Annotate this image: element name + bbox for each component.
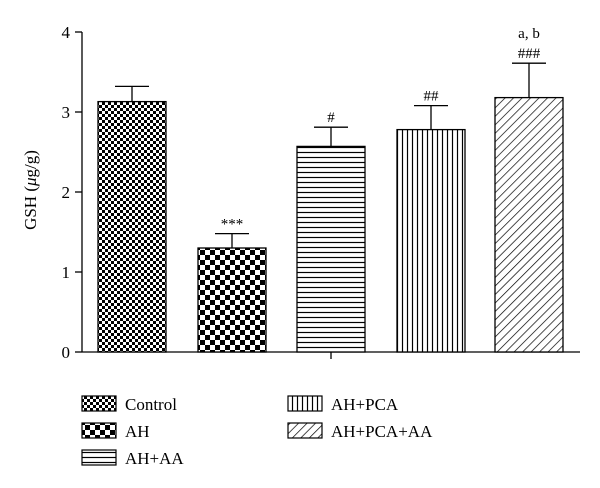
bar-ah-aa (296, 145, 366, 353)
y-axis: 0 1 2 3 4 (62, 23, 83, 362)
legend-swatch (81, 449, 117, 466)
legend-entry-ah-pca: AH+PCA (287, 395, 399, 414)
legend: Control AH AH+AA AH+PCA AH+PCA+AA (81, 395, 433, 468)
legend-entry-ah-pca-aa: AH+PCA+AA (287, 422, 433, 441)
legend-label: AH+PCA+AA (331, 422, 433, 441)
legend-swatch (81, 422, 117, 439)
legend-label: Control (125, 395, 177, 414)
legend-entry-ah: AH (81, 422, 150, 441)
significance-label: *** (221, 217, 244, 233)
legend-swatch (287, 395, 323, 412)
significance-annotations: ***######a, b (221, 26, 541, 232)
x-axis (82, 351, 580, 359)
bar-ah-pca (396, 128, 466, 353)
significance-label: # (327, 110, 335, 126)
legend-entry-ah-aa: AH+AA (81, 449, 184, 468)
legend-label: AH+PCA (331, 395, 399, 414)
bar-ah (197, 247, 267, 353)
significance-label-top: a, b (518, 26, 540, 42)
bars (97, 96, 564, 353)
significance-label: ## (424, 89, 440, 105)
legend-swatch (81, 395, 117, 412)
y-tick-label: 3 (62, 103, 71, 122)
significance-label: ### (518, 46, 541, 62)
y-tick-label: 2 (62, 183, 71, 202)
bar-ah-pca-aa (494, 96, 564, 353)
y-tick-label: 4 (62, 23, 71, 42)
legend-swatch (287, 422, 323, 439)
y-tick-label: 1 (62, 263, 71, 282)
legend-entry-control: Control (81, 395, 177, 414)
error-bars (115, 62, 546, 248)
bar-control (97, 100, 167, 353)
legend-label: AH (125, 422, 150, 441)
y-axis-label: GSH (μg/g) (21, 150, 40, 230)
y-tick-label: 0 (62, 343, 71, 362)
legend-label: AH+AA (125, 449, 184, 468)
